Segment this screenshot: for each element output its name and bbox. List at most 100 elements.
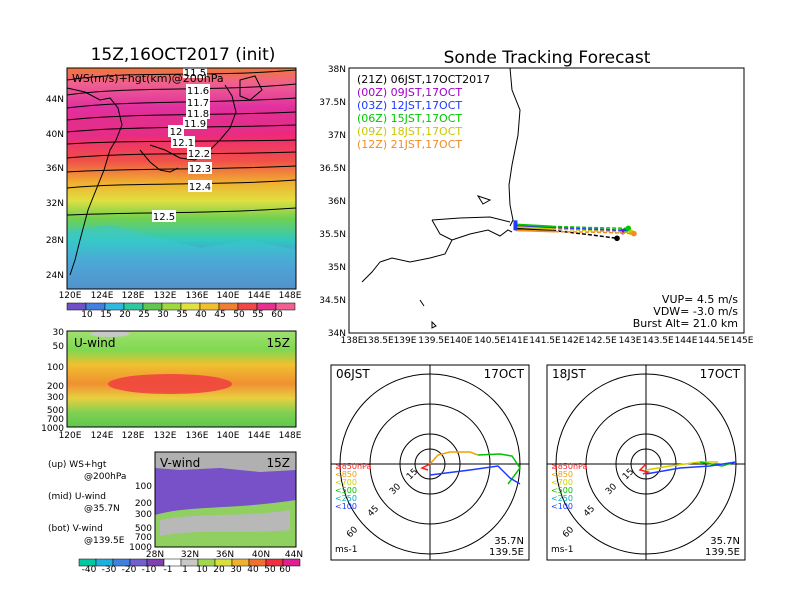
tracking-map: 38N 37.5N 37N 36.5N 36N 35.5N 35N 34.5N … <box>319 65 754 346</box>
hodograph-lat: 35.7N <box>710 536 740 547</box>
lat-tick-label: 32N <box>181 550 199 560</box>
lon-tick-label: 120E <box>59 291 82 301</box>
colorbar-label: 35 <box>176 310 187 320</box>
colorbar-label: 50 <box>264 565 276 575</box>
contour-label: 11.5 <box>183 66 207 79</box>
lat-tick-label: 44N <box>285 550 303 560</box>
lon-tick-label: 148E <box>279 291 302 301</box>
map-lat-labels: 44N 40N 36N 32N 28N 24N <box>46 95 64 281</box>
map-frame <box>66 67 297 290</box>
svg-text:11.5: 11.5 <box>184 68 206 79</box>
ws-hgt-map: 11.5 11.6 11.7 11.8 11.9 12 12.1 12.2 12… <box>46 66 302 301</box>
colorbar-cell <box>66 302 87 311</box>
lon-tick-label: 124E <box>91 431 114 441</box>
lon-tick-label: 143E <box>619 336 642 346</box>
track-ascent <box>515 223 553 228</box>
vup-value: VUP= 4.5 m/s <box>662 293 738 306</box>
v-wind-frame <box>154 451 297 548</box>
lon-tick-label: 136E <box>186 291 209 301</box>
legend-entry: (03Z) 12JST,17OCT <box>357 99 462 112</box>
lon-tick-label: 138E <box>341 336 364 346</box>
lon-tick-label: 138.5E <box>362 336 394 346</box>
contour-label: 12 <box>168 125 184 138</box>
burst-alt-value: Burst Alt= 21.0 km <box>633 317 738 330</box>
colorbar-label: 30 <box>230 565 242 575</box>
lon-tick-label: 148E <box>279 431 302 441</box>
svg-text:12.3: 12.3 <box>189 164 211 175</box>
hodograph-date: 17OCT <box>700 367 741 381</box>
track-descent <box>552 228 632 234</box>
v-wind-lat-labels: 28N 32N 36N 40N 44N <box>146 550 303 560</box>
level-label: <850 <box>551 470 573 479</box>
tracking-lat-labels: 38N 37.5N 37N 36.5N 36N 35.5N 35N 34.5N … <box>319 65 346 339</box>
v-wind-gray-patch <box>155 452 296 472</box>
lon-tick-label: 144E <box>248 431 271 441</box>
pressure-tick-label: 100 <box>47 363 64 373</box>
lon-tick-label: 144E <box>675 336 698 346</box>
pressure-tick-label: 500 <box>135 524 152 534</box>
lat-tick-label: 38N <box>328 65 346 75</box>
pressure-tick-label: 1000 <box>41 424 64 434</box>
colorbar-label: -1 <box>164 565 173 575</box>
hodograph-level-legend: ≥850hPa <850 <700 <500 <250 <100 <box>551 462 588 511</box>
lon-tick-label: 120E <box>59 431 82 441</box>
colorbar-label: 40 <box>195 310 207 320</box>
level-label: <700 <box>551 478 573 487</box>
pressure-tick-label: 50 <box>53 342 65 352</box>
svg-text:12.1: 12.1 <box>172 138 194 149</box>
pressure-tick-label: 200 <box>135 499 152 509</box>
svg-text:12.5: 12.5 <box>153 212 175 223</box>
colorbar-label: 20 <box>213 565 225 575</box>
svg-text:11.9: 11.9 <box>184 119 206 130</box>
sonde-params: VUP= 4.5 m/s VDW= -3.0 m/s Burst Alt= 21… <box>633 293 739 330</box>
level-label: <850 <box>335 470 357 479</box>
lat-tick-label: 37.5N <box>319 98 346 108</box>
contour-label: 12.4 <box>188 180 212 193</box>
lon-tick-label: 124E <box>91 291 114 301</box>
hodograph-trace-upper <box>477 453 521 485</box>
hodograph-rings <box>547 365 745 560</box>
track-descent <box>552 229 618 240</box>
hodograph-trace-top <box>429 465 521 485</box>
track-ascent <box>515 227 553 232</box>
level-label: <700 <box>335 478 357 487</box>
contour-label: 11.6 <box>186 84 210 97</box>
hodograph-rings <box>331 365 529 560</box>
right-title: Sonde Tracking Forecast <box>444 48 651 68</box>
level-label: ≥850hPa <box>551 462 588 471</box>
colorbar-label: 55 <box>252 310 263 320</box>
colorbar-cell <box>104 302 125 311</box>
track-ascent <box>515 226 553 230</box>
pressure-tick-label: 1000 <box>129 543 152 553</box>
level-label: <500 <box>335 486 357 495</box>
v-wind-panel: V-wind 15Z 100 200 300 500 700 1000 28N … <box>129 451 303 560</box>
colorbar-label: 10 <box>196 565 208 575</box>
svg-text:11.8: 11.8 <box>187 109 209 120</box>
track-descent <box>552 226 626 232</box>
lat-tick-label: 37N <box>328 131 346 141</box>
lat-tick-label: 40N <box>46 130 64 140</box>
level-label: <250 <box>551 494 573 503</box>
u-wind-frame <box>66 330 297 428</box>
contour-label: 12.5 <box>152 210 176 223</box>
contour-label: 11.9 <box>183 117 207 130</box>
pressure-tick-label: 500 <box>47 406 64 416</box>
lon-tick-label: 144.5E <box>698 336 730 346</box>
colorbar-label: 40 <box>247 565 259 575</box>
hodograph-right: 15 30 45 60 18JST 17OCT 35.7N 139.5E ms-… <box>546 364 746 561</box>
contour-label: 11.8 <box>186 107 210 120</box>
panel-legend-notes: (up) WS+hgt @200hPa (mid) U-wind @35.7N … <box>48 460 126 546</box>
lon-tick-label: 142.5E <box>585 336 617 346</box>
launch-point <box>513 220 518 231</box>
hodograph-lat: 35.7N <box>494 536 524 547</box>
colorbar-label: 60 <box>279 565 291 575</box>
level-label: <100 <box>335 502 357 511</box>
note-line: @200hPa <box>84 472 126 482</box>
pressure-tick-label: 700 <box>135 533 152 543</box>
hodograph-left: 15 30 45 60 06JST 17OCT 35.7N 139.5E ms-… <box>330 364 530 561</box>
level-label: <250 <box>335 494 357 503</box>
note-line: @35.7N <box>84 504 120 514</box>
colorbar-cell <box>123 302 144 311</box>
lon-tick-label: 143.5E <box>642 336 674 346</box>
